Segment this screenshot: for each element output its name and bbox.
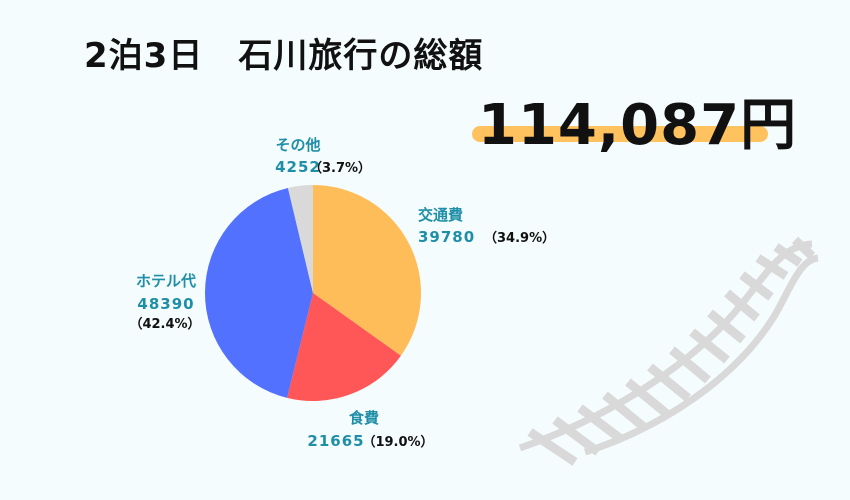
track-tie bbox=[755, 254, 789, 280]
track-tie bbox=[625, 378, 670, 418]
track-tie bbox=[577, 404, 625, 444]
track-tie bbox=[669, 346, 711, 384]
track-tie bbox=[527, 428, 578, 466]
total-highlight bbox=[472, 126, 768, 142]
track-tie bbox=[739, 271, 774, 301]
track-tie bbox=[707, 309, 746, 344]
slice-label-1: 交通費 bbox=[418, 206, 463, 224]
slice-label-2: 食費 bbox=[349, 409, 379, 427]
track-tie bbox=[689, 328, 730, 364]
track-tie bbox=[647, 363, 691, 402]
pie-slice-4 bbox=[287, 185, 313, 293]
track-tie bbox=[791, 236, 816, 260]
track-tie bbox=[552, 416, 601, 456]
slice-percent-1: （34.9%） bbox=[484, 230, 555, 246]
track-tie bbox=[773, 243, 803, 267]
slice-value-3: 48390 bbox=[137, 295, 194, 313]
slice-label-3: ホテル代 bbox=[136, 272, 196, 290]
pie-slice-3 bbox=[204, 187, 313, 398]
track-tie bbox=[602, 391, 648, 432]
total-block: 114,087円 bbox=[468, 80, 796, 158]
railway-track-decoration bbox=[518, 236, 819, 466]
slice-label-4: その他 bbox=[275, 136, 320, 154]
slice-value-1: 39780 bbox=[418, 228, 475, 246]
slice-percent-2: （19.0%） bbox=[362, 434, 433, 450]
slice-percent-4: （3.7%） bbox=[309, 160, 371, 176]
pie-slice-1 bbox=[313, 185, 421, 356]
slice-percent-3: （42.4%） bbox=[129, 316, 200, 332]
track-tie bbox=[724, 289, 760, 322]
page-title: 2泊3日 石川旅行の総額 bbox=[84, 36, 484, 76]
pie-slice-2 bbox=[287, 293, 401, 401]
total-amount: 114,087円 bbox=[478, 93, 798, 158]
slice-value-4: 4252 bbox=[275, 158, 321, 176]
slice-value-2: 21665 bbox=[307, 432, 364, 450]
